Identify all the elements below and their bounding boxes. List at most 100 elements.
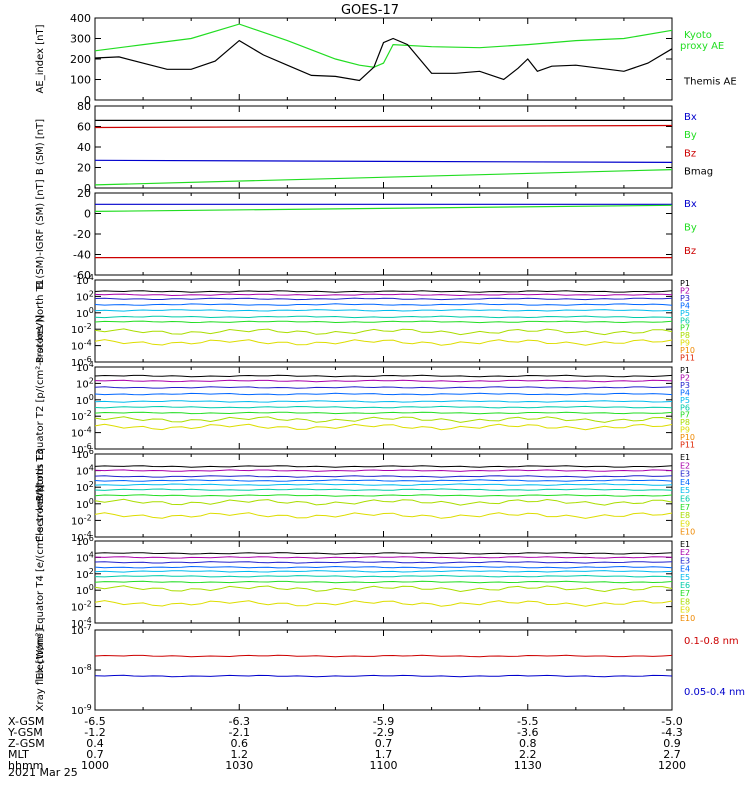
legend-entry: E6 (680, 495, 690, 504)
y-tick-label: 20 (77, 187, 91, 200)
legend-entry: P9 (680, 339, 690, 348)
series-line (94, 169, 673, 186)
legend-entry: 0.1-0.8 nm (684, 636, 739, 647)
series-line (94, 479, 673, 482)
ephemeris-value: 1100 (370, 759, 398, 772)
legend-entry: P4 (680, 388, 690, 397)
y-tick-label: 80 (77, 100, 91, 113)
series-line (94, 303, 673, 306)
y-axis-label: Protons North T1 (35, 279, 46, 363)
legend-entry: Bz (684, 148, 696, 159)
ephemeris-label: Y-GSM (7, 726, 43, 739)
y-axis-label: B (SM)-IGRF (SM) [nT] (35, 179, 46, 288)
y-tick-label: 10-2 (71, 513, 92, 527)
legend-entry: E10 (680, 528, 695, 537)
legend-entry: P8 (680, 331, 690, 340)
legend-entry: E5 (680, 573, 690, 582)
ephemeris-value: 1200 (658, 759, 686, 772)
legend-entry: P2 (680, 286, 690, 295)
legend-entry: Themis AE (683, 76, 737, 87)
ephemeris-label: hhmm (8, 759, 43, 772)
ephemeris-value: 0.6 (231, 737, 249, 750)
series-line (94, 674, 673, 678)
legend-entry: E9 (680, 606, 690, 615)
y-tick-label: 100 (76, 306, 94, 320)
legend-entry: P1 (680, 279, 690, 288)
ephemeris-value: 1130 (514, 759, 542, 772)
legend-entry: By (684, 130, 697, 141)
legend-entry: E10 (680, 614, 695, 623)
ephemeris-label: Z-GSM (8, 737, 45, 750)
legend-entry: P6 (680, 403, 690, 412)
legend-entry: P5 (680, 309, 690, 318)
legend-entry: E6 (680, 581, 690, 590)
y-tick-label: 10-4 (71, 339, 92, 353)
legend-entry: E3 (680, 470, 690, 479)
series-line (94, 600, 673, 607)
y-tick-label: 106 (76, 534, 94, 548)
y-tick-label: -60 (73, 269, 91, 282)
y-axis-label: Electrons Equator T4 [e/(cm²-s-sr-keV)] (35, 484, 46, 679)
legend-entry: P10 (680, 433, 695, 442)
series-line (94, 124, 673, 129)
panel-2: 0 20 40 60 80 B (SM) [nT] Bx By Bz Bmag (35, 100, 713, 195)
y-tick-label: 102 (76, 289, 94, 303)
series-line (94, 379, 673, 383)
ephemeris-value: 0.8 (519, 737, 537, 750)
legend-entry: E8 (680, 511, 690, 520)
series-line (94, 400, 673, 403)
legend-entry: Bz (684, 246, 696, 257)
legend-entry: E8 (680, 597, 690, 606)
legend-entry: E1 (680, 540, 690, 549)
y-axis-label: Electrons North T3 (35, 449, 46, 542)
y-tick-label: 106 (76, 447, 94, 461)
ephemeris-value: 2.2 (519, 748, 537, 761)
legend-entry: P5 (680, 396, 690, 405)
legend-entry: P3 (680, 381, 690, 390)
legend-entry: E4 (680, 478, 690, 487)
y-tick-label: 10-7 (71, 623, 92, 637)
legend-entry: proxy AE (680, 41, 724, 52)
y-tick-label: 104 (76, 360, 94, 374)
legend-entry: P10 (680, 346, 695, 355)
series-line (94, 159, 673, 163)
series-line (94, 512, 673, 519)
panel-frame (94, 629, 673, 711)
y-tick-label: -40 (73, 249, 91, 262)
legend-entry: E3 (680, 556, 690, 565)
legend-entry: Kyoto (684, 30, 712, 41)
legend-entry: P9 (680, 426, 690, 435)
legend-entry: P7 (680, 324, 690, 333)
y-tick-label: -20 (73, 228, 91, 241)
y-tick-label: 0 (84, 94, 91, 107)
series-line (94, 328, 673, 336)
series-line (94, 483, 673, 486)
y-tick-label: 102 (76, 567, 94, 581)
series-line (94, 37, 673, 82)
series-line (94, 574, 673, 578)
legend-entry: 0.05-0.4 nm (684, 687, 745, 698)
legend-entry: By (684, 222, 697, 233)
legend-entry: Bmag (684, 167, 713, 178)
y-tick-label: 60 (77, 121, 91, 134)
ephemeris-value: 0.7 (86, 748, 104, 761)
series-line (94, 498, 673, 506)
legend-entry: E5 (680, 486, 690, 495)
panel-frame (94, 279, 673, 363)
ephemeris-value: -2.1 (229, 726, 250, 739)
series-line (94, 411, 673, 415)
y-tick-label: 400 (70, 12, 91, 25)
series-line (94, 494, 673, 497)
series-line (94, 293, 673, 297)
series-line (94, 315, 673, 319)
ephemeris-value: 0.7 (375, 737, 393, 750)
series-line (94, 290, 673, 293)
legend-entry: Bx (684, 199, 697, 210)
series-line (94, 561, 673, 564)
y-tick-label: 200 (70, 53, 91, 66)
